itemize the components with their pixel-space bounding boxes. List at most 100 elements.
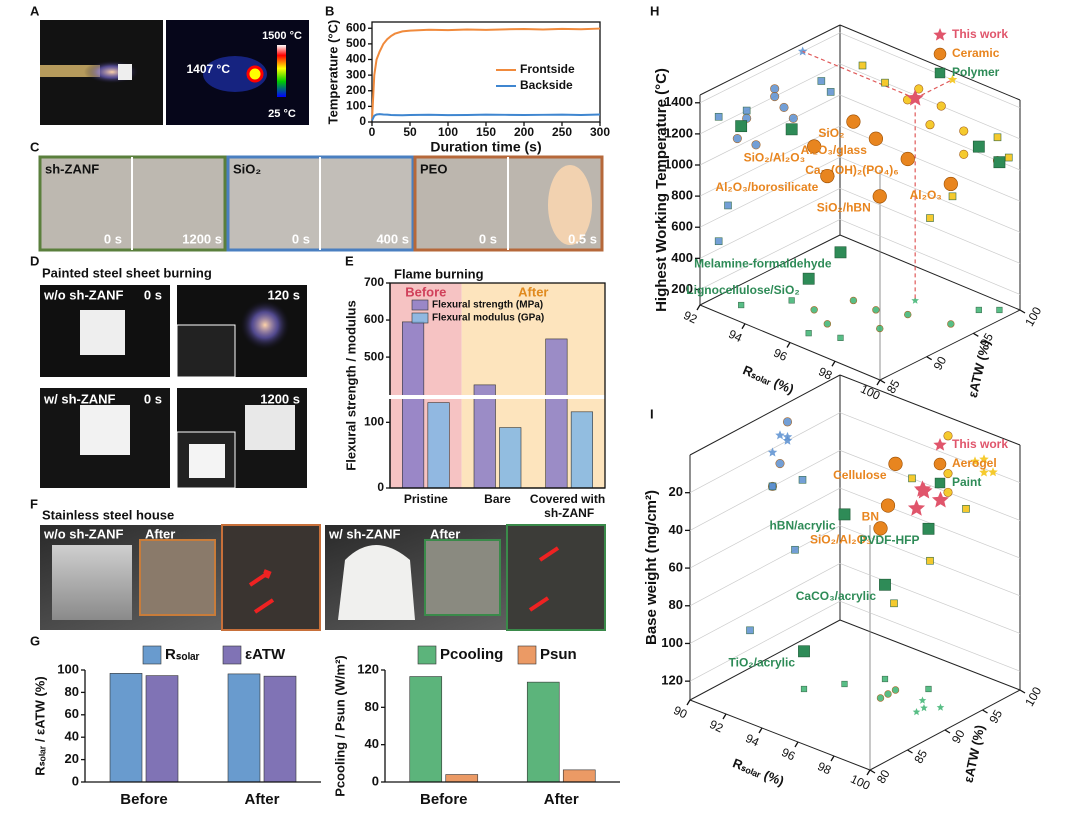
projection	[751, 140, 761, 150]
point-label: Ca₁₀(OH)₂(PO₄)₆	[805, 163, 899, 177]
x-tick-label: After	[244, 791, 279, 808]
projection	[837, 334, 844, 341]
grid-line	[699, 219, 841, 290]
photo-label: w/ sh-ZANF	[43, 391, 116, 406]
projection	[714, 237, 723, 246]
axis-break	[384, 395, 605, 399]
panel-letter: D	[30, 253, 39, 268]
projection	[975, 306, 982, 314]
bar	[409, 676, 443, 783]
legend-label: Polymer	[952, 65, 1000, 79]
panel-letter: C	[30, 139, 40, 154]
grid-line	[699, 188, 841, 259]
y-tick-label: 100	[57, 661, 79, 676]
y-axis-title: εATW (%)	[965, 338, 993, 399]
sample	[80, 310, 125, 355]
bar	[499, 427, 522, 489]
legend-label: εATW	[245, 646, 286, 663]
bar	[570, 411, 593, 489]
box-edge	[699, 234, 841, 306]
projection	[890, 599, 898, 608]
y-tick-label: 95	[986, 707, 1005, 726]
photo-label: After	[430, 526, 460, 541]
point	[802, 272, 815, 285]
projection	[797, 46, 808, 56]
z-tick-label: 40	[669, 522, 683, 537]
y-tick-label: 80	[365, 699, 379, 714]
y-tick-label: 400	[346, 52, 366, 66]
photo-label: 120 s	[267, 287, 300, 302]
projection	[884, 690, 892, 698]
photo-label: w/o sh-ZANF	[43, 526, 123, 541]
legend-label: Aerogel	[952, 456, 997, 470]
bar	[227, 673, 261, 783]
projection	[881, 675, 889, 683]
projection	[770, 84, 780, 94]
grid-line	[839, 156, 1021, 233]
x-tick	[876, 379, 881, 386]
legend-swatch	[142, 645, 162, 665]
projection	[826, 88, 835, 96]
x-tick-label: 150	[476, 125, 496, 139]
projection	[925, 685, 932, 693]
y-tick-label: 100	[1022, 684, 1044, 709]
y-axis-title: Rₛₒₗₐᵣ / εATW (%)	[32, 676, 47, 775]
projection	[823, 320, 832, 328]
projection	[800, 685, 808, 693]
y-tick-label: 700	[364, 275, 384, 289]
projection	[858, 61, 867, 70]
legend-swatch	[517, 645, 537, 665]
point-label: CaCO₃/acrylic	[796, 589, 877, 603]
point	[906, 89, 924, 106]
bar	[445, 774, 479, 783]
panel-title: Painted steel sheet burning	[42, 265, 212, 280]
photo-label: After	[145, 526, 175, 541]
projection	[959, 126, 969, 136]
projection	[943, 468, 953, 479]
projection	[775, 430, 785, 440]
photo-label: 0.5 s	[568, 231, 597, 246]
y-tick-label: 120	[357, 661, 379, 676]
grid-line	[839, 600, 1021, 672]
y-tick-label: 0	[377, 480, 384, 494]
x-tick-label: Pristine	[404, 492, 448, 506]
y-tick-label: 80	[874, 767, 893, 786]
legend-swatch	[933, 28, 947, 41]
y-tick-label: 85	[911, 747, 930, 766]
legend-swatch	[934, 477, 946, 489]
projection	[770, 92, 780, 102]
point	[846, 114, 861, 129]
projection	[782, 431, 793, 441]
y-axis-title: Pcooling / Psun (W/m²)	[332, 655, 347, 797]
legend-label: This work	[952, 27, 1008, 41]
projection	[936, 703, 945, 711]
z-tick-label: 80	[669, 597, 683, 612]
y-tick-label: 100	[346, 99, 366, 113]
legend-label: Ceramic	[952, 46, 1000, 60]
panel-letter: A	[30, 3, 40, 18]
z-tick-label: 100	[661, 635, 683, 650]
projection	[746, 626, 754, 635]
photo-label: 1200 s	[182, 231, 222, 246]
point-label: PVDF-HFP	[860, 533, 920, 547]
point	[872, 189, 887, 204]
grid-line	[689, 563, 841, 644]
bar	[402, 321, 425, 489]
projection	[979, 454, 989, 464]
bar	[562, 769, 596, 783]
panel-letter: B	[325, 3, 334, 18]
legend-label: Pcooling	[440, 646, 503, 663]
inset	[506, 524, 606, 631]
bar	[263, 675, 297, 783]
x-tick	[786, 342, 791, 348]
drop-line	[802, 50, 916, 99]
point	[900, 151, 915, 167]
grid-line	[839, 32, 1021, 109]
projection	[926, 556, 934, 565]
y-tick-label: 600	[346, 20, 366, 34]
photo-label: 400 s	[376, 231, 409, 246]
projection	[798, 476, 807, 484]
point	[807, 139, 822, 154]
point-label: hBN/acrylic	[769, 519, 835, 533]
